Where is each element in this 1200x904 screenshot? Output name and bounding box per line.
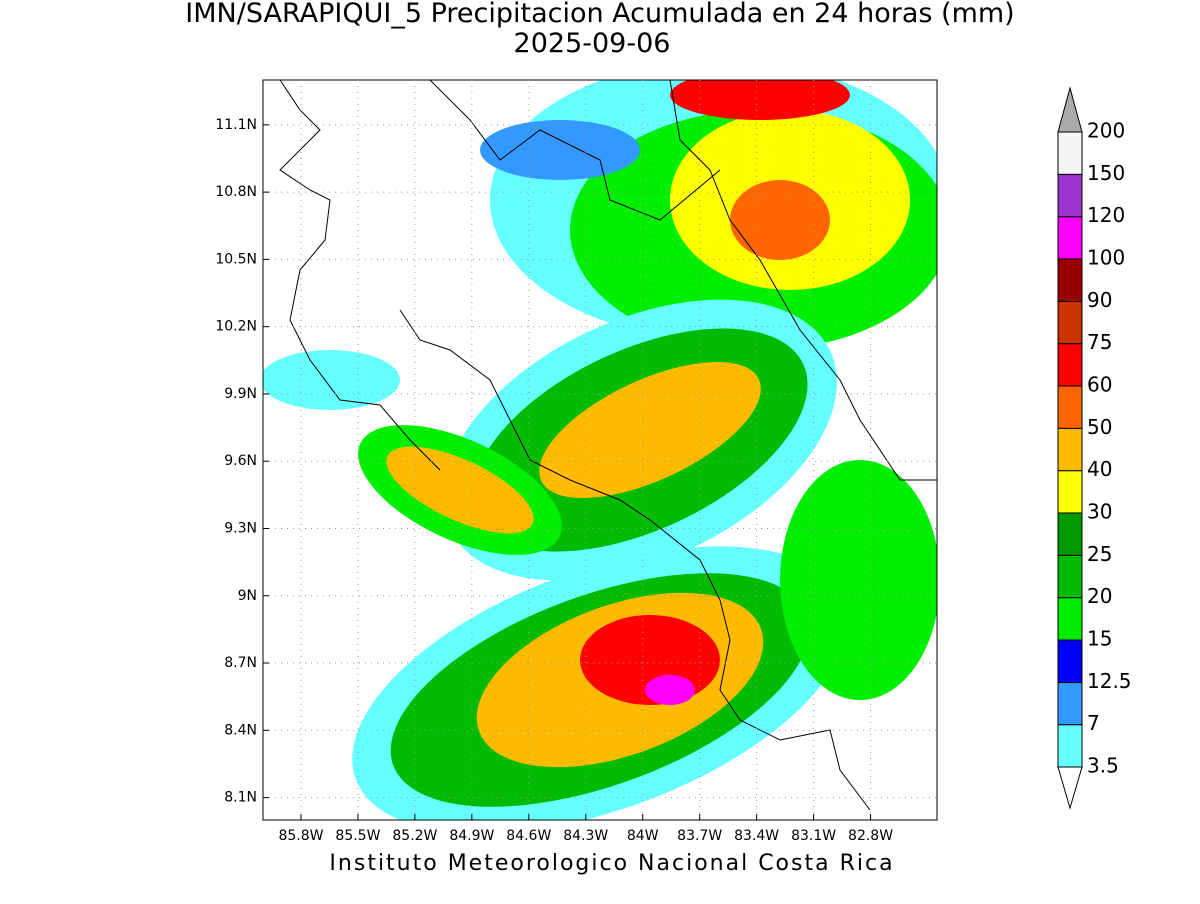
y-tick-label: 8.7N bbox=[224, 655, 257, 671]
colorbar-box bbox=[1057, 343, 1083, 387]
coastlines bbox=[279, 80, 937, 811]
x-tick-label: 84.6W bbox=[506, 828, 551, 844]
colorbar-over bbox=[1057, 86, 1083, 133]
y-tick-label: 11.1N bbox=[215, 117, 257, 133]
colorbar-box bbox=[1057, 300, 1083, 345]
colorbar-box bbox=[1057, 131, 1083, 175]
colorbar-label: 100 bbox=[1087, 246, 1125, 270]
x-tick-label: 84.3W bbox=[563, 828, 608, 844]
y-tick-label: 9.3N bbox=[224, 520, 257, 536]
colorbar-label: 50 bbox=[1087, 415, 1112, 439]
colorbar-label: 200 bbox=[1087, 119, 1125, 143]
colorbar-label: 90 bbox=[1087, 288, 1112, 312]
colorbar-box bbox=[1057, 597, 1083, 641]
colorbar-label: 3.5 bbox=[1087, 754, 1119, 778]
colorbar-box bbox=[1057, 512, 1083, 556]
colorbar-box bbox=[1057, 724, 1083, 768]
x-tick-label: 84.9W bbox=[449, 828, 494, 844]
x-tick-label: 85.5W bbox=[335, 828, 380, 844]
colorbar-under bbox=[1057, 766, 1083, 810]
x-tick-label: 82.8W bbox=[848, 828, 893, 844]
plot-frame bbox=[262, 79, 938, 821]
colorbar-label: 7 bbox=[1087, 711, 1100, 735]
colorbar-label: 20 bbox=[1087, 584, 1112, 608]
colorbar-box bbox=[1057, 173, 1083, 218]
colorbar-label: 75 bbox=[1087, 330, 1112, 354]
y-tick-label: 8.1N bbox=[224, 790, 257, 806]
colorbar-box bbox=[1057, 216, 1083, 260]
colorbar-box bbox=[1057, 639, 1083, 683]
footer: Instituto Meteorologico Nacional Costa R… bbox=[329, 851, 894, 876]
colorbar-box bbox=[1057, 470, 1083, 514]
colorbar-label: 120 bbox=[1087, 203, 1125, 227]
colorbar-label: 25 bbox=[1087, 542, 1112, 566]
colorbar-box bbox=[1057, 258, 1083, 302]
precip-field bbox=[263, 80, 937, 820]
colorbar-label: 12.5 bbox=[1087, 669, 1132, 693]
colorbar-box bbox=[1057, 427, 1083, 472]
colorbar-box bbox=[1057, 385, 1083, 429]
y-tick-label: 9.9N bbox=[224, 386, 257, 402]
y-tick-label: 10.5N bbox=[215, 251, 257, 267]
y-tick-label: 10.8N bbox=[215, 184, 257, 200]
x-tick-label: 85.2W bbox=[392, 828, 437, 844]
colorbar-box bbox=[1057, 681, 1083, 726]
colorbar-box bbox=[1057, 554, 1083, 599]
colorbar-label: 30 bbox=[1087, 500, 1112, 524]
colorbar-label: 40 bbox=[1087, 457, 1112, 481]
x-tick-label: 83.1W bbox=[791, 828, 836, 844]
x-tick-label: 84W bbox=[627, 828, 659, 844]
y-tick-label: 9.6N bbox=[224, 453, 257, 469]
colorbar-label: 60 bbox=[1087, 373, 1112, 397]
y-tick-label: 9N bbox=[238, 588, 257, 604]
y-tick-label: 10.2N bbox=[215, 319, 257, 335]
x-tick-label: 83.7W bbox=[677, 828, 722, 844]
colorbar-label: 15 bbox=[1087, 627, 1112, 651]
title: IMN/SARAPIQUI_5 Precipitacion Acumulada … bbox=[185, 0, 1014, 29]
colorbar-label: 150 bbox=[1087, 161, 1125, 185]
y-tick-label: 8.4N bbox=[224, 722, 257, 738]
subtitle: 2025-09-06 bbox=[514, 28, 671, 59]
x-tick-label: 83.4W bbox=[734, 828, 779, 844]
x-tick-label: 85.8W bbox=[278, 828, 323, 844]
